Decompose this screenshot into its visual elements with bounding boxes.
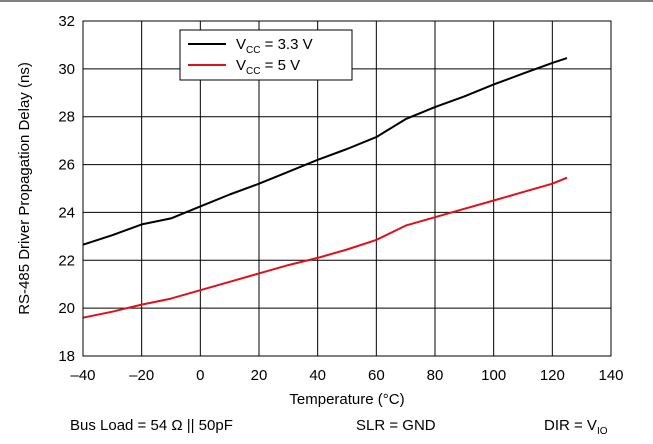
x-tick-label: 60: [368, 367, 385, 384]
y-tick-label: 32: [58, 13, 75, 30]
x-tick-label: 140: [598, 367, 623, 384]
series-line-2: [82, 176, 568, 319]
y-tick-label: 18: [58, 348, 75, 365]
legend-box: [179, 29, 353, 81]
x-tick-label: 40: [309, 367, 326, 384]
x-tick-label: –40: [70, 367, 95, 384]
x-tick-label: 0: [196, 367, 204, 384]
dir-base: DIR = V: [544, 417, 597, 434]
series-lines: [82, 57, 568, 319]
propagation-delay-chart: –40 –20 0 20 40 60 80 100 120 140 18 20 22 24 26 28 30 32…: [0, 0, 653, 408]
x-tick-label: –20: [129, 367, 154, 384]
legend-label-2: VCC = 5 V: [236, 57, 300, 77]
y-tick-label: 24: [58, 204, 75, 221]
y-tick-label: 30: [58, 61, 75, 78]
x-tick-label: 20: [251, 367, 268, 384]
bus-load-text: Bus Load = 54 Ω || 50pF: [70, 417, 233, 434]
tick-labels: –40 –20 0 20 40 60 80 100 120 140 18 20 22 24 26 28 30 32: [58, 13, 623, 384]
dir-sub: IO: [596, 426, 608, 437]
y-tick-label: 20: [58, 300, 75, 317]
slr-text: SLR = GND: [356, 417, 436, 434]
x-tick-label: 120: [540, 367, 565, 384]
y-tick-label: 26: [58, 157, 75, 174]
test-conditions: Bus Load = 54 Ω || 50pF SLR = GND DIR = …: [0, 417, 653, 441]
series-line-1: [82, 57, 568, 246]
y-axis-label: RS-485 Driver Propagation Delay (ns): [16, 62, 33, 315]
y-tick-label: 22: [58, 252, 75, 269]
plot-frame: [82, 20, 612, 357]
x-tick-label: 80: [427, 367, 444, 384]
legend-label-1: VCC = 3.3 V: [236, 36, 313, 56]
x-tick-label: 100: [481, 367, 506, 384]
y-tick-label: 28: [58, 109, 75, 126]
grid: [83, 21, 611, 356]
x-axis-label: Temperature (°C): [289, 391, 404, 408]
dir-text: DIR = VIO: [544, 417, 608, 437]
